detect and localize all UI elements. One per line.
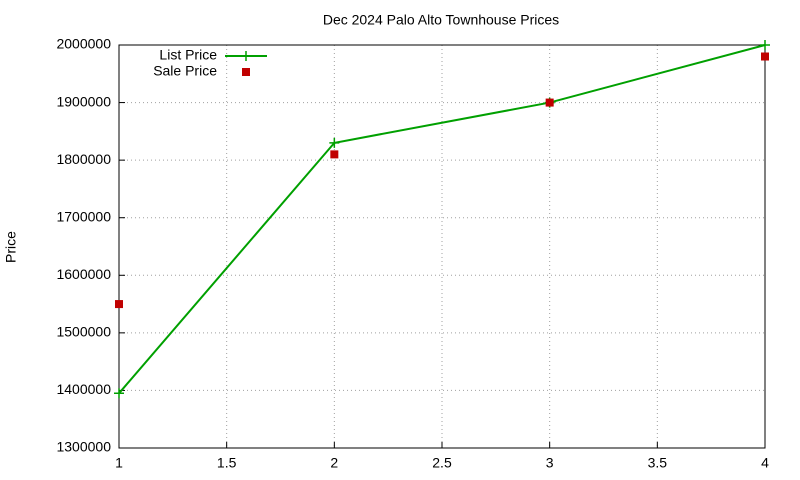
legend-label: List Price — [159, 47, 217, 63]
y-tick-label: 1800000 — [56, 151, 111, 167]
x-tick-label: 1.5 — [217, 455, 237, 471]
point-marker — [760, 40, 770, 50]
point-marker — [115, 300, 123, 309]
point-marker — [330, 150, 339, 159]
x-tick-label: 1 — [115, 455, 123, 471]
plot-border — [118, 44, 766, 449]
x-tick-label: 2 — [330, 455, 338, 471]
y-tick-label: 1900000 — [56, 93, 111, 109]
legend-swatch — [241, 51, 251, 61]
point-marker — [545, 98, 554, 107]
y-tick-label: 1700000 — [56, 208, 111, 224]
series-line — [118, 44, 766, 394]
x-tick-label: 2.5 — [432, 455, 452, 471]
y-tick-label: 1400000 — [56, 381, 111, 397]
y-tick-label: 1500000 — [56, 324, 111, 340]
point-marker — [761, 52, 769, 61]
point-marker — [114, 388, 124, 399]
y-tick-label: 2000000 — [56, 36, 111, 52]
x-tick-label: 3.5 — [648, 455, 668, 471]
y-tick-label: 1300000 — [56, 439, 111, 455]
x-tick-label: 3 — [546, 455, 554, 471]
legend-label: Sale Price — [153, 63, 217, 79]
y-tick-label: 1600000 — [56, 266, 111, 282]
chart-title: Dec 2024 Palo Alto Townhouse Prices — [323, 12, 559, 28]
y-axis-label: Price — [3, 231, 19, 263]
x-tick-label: 4 — [761, 455, 769, 471]
legend-swatch — [242, 68, 250, 76]
point-marker — [329, 137, 340, 148]
